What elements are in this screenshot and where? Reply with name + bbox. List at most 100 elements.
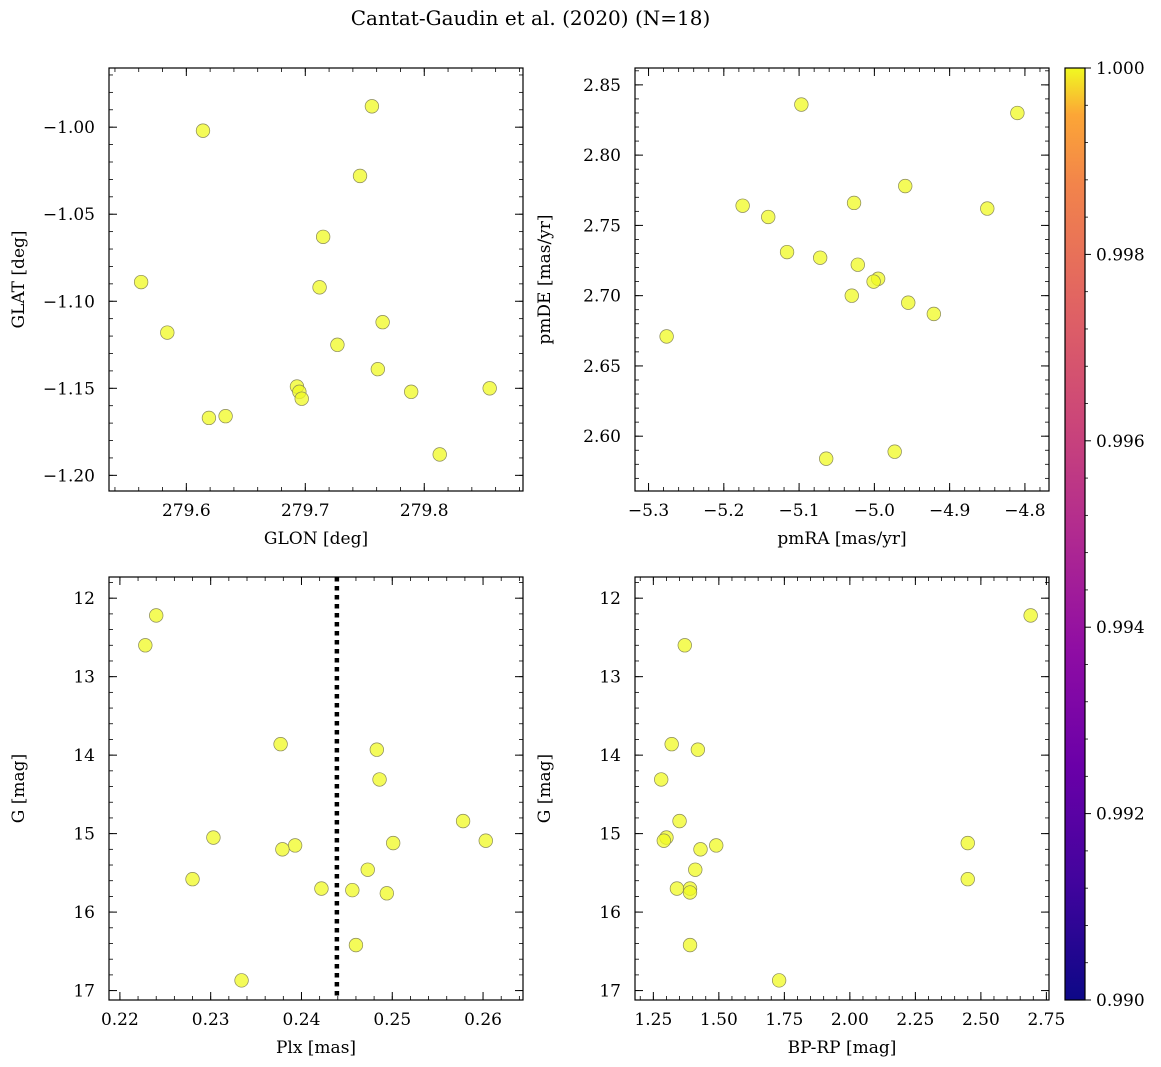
x-tick-label: 2.25 bbox=[896, 1010, 934, 1030]
x-tick-label: 0.25 bbox=[373, 1010, 411, 1030]
data-point bbox=[656, 833, 671, 848]
data-point bbox=[654, 772, 669, 787]
data-point bbox=[672, 813, 687, 829]
y-tick-label: 13 bbox=[73, 668, 95, 688]
colorbar-tick-label: 0.994 bbox=[1096, 618, 1145, 638]
data-point bbox=[960, 835, 975, 851]
data-point bbox=[690, 742, 706, 757]
data-point bbox=[345, 882, 360, 898]
y-tick-label: 2.70 bbox=[583, 287, 621, 307]
data-point bbox=[1023, 608, 1038, 623]
data-point bbox=[844, 288, 859, 303]
y-tick-label: −1.15 bbox=[43, 379, 95, 399]
data-point bbox=[195, 123, 211, 138]
data-point bbox=[369, 742, 384, 757]
data-point bbox=[379, 886, 394, 901]
colorbar-tick-label: 1.000 bbox=[1096, 59, 1145, 79]
data-point bbox=[314, 881, 329, 896]
figure-title: Cantat-Gaudin et al. (2020) (N=18) bbox=[350, 6, 711, 30]
data-point bbox=[149, 608, 164, 623]
data-point bbox=[273, 737, 288, 752]
axes-frame bbox=[108, 67, 524, 492]
data-point bbox=[819, 451, 834, 466]
data-point bbox=[352, 168, 368, 184]
colorbar-tick-label: 0.996 bbox=[1096, 432, 1145, 452]
data-point bbox=[206, 830, 221, 845]
panel-plx-g: 0.22 0.23 0.24 0.25 0.26 12 13 14 15 16 17 Plx [mas… bbox=[9, 576, 524, 1058]
x-tick-label: 0.26 bbox=[464, 1010, 502, 1030]
y-tick-label: 17 bbox=[73, 982, 95, 1002]
data-point bbox=[898, 178, 913, 194]
data-point bbox=[846, 195, 862, 211]
y-tick-label: 17 bbox=[599, 982, 621, 1002]
y-tick-label: −1.05 bbox=[43, 205, 95, 225]
x-tick-label: 279.7 bbox=[281, 501, 330, 521]
colorbar-gradient bbox=[1064, 67, 1086, 1001]
data-point bbox=[794, 97, 809, 112]
axes-frame bbox=[108, 576, 524, 1001]
data-point bbox=[348, 937, 364, 953]
x-axis-label: GLON [deg] bbox=[264, 529, 368, 549]
x-tick-label: 2.75 bbox=[1027, 1010, 1065, 1030]
x-tick-label: 2.50 bbox=[962, 1010, 1000, 1030]
x-tick-label: 0.22 bbox=[101, 1010, 139, 1030]
data-point bbox=[761, 209, 776, 225]
data-point bbox=[360, 862, 375, 877]
data-point bbox=[926, 306, 941, 322]
data-point bbox=[275, 842, 290, 857]
y-tick-label: 14 bbox=[599, 746, 621, 766]
data-point bbox=[185, 871, 200, 887]
data-point bbox=[709, 838, 724, 853]
data-point bbox=[330, 337, 345, 352]
x-tick-label: 2.00 bbox=[831, 1010, 869, 1030]
data-point bbox=[980, 201, 995, 216]
data-point bbox=[372, 772, 387, 787]
x-tick-label: 1.50 bbox=[700, 1010, 738, 1030]
y-tick-label: −1.20 bbox=[43, 466, 95, 486]
colorbar: 0.990 0.992 0.994 0.996 0.998 1.000 bbox=[1064, 59, 1145, 1011]
y-axis-label: G [mag] bbox=[535, 754, 555, 823]
axes-frame bbox=[634, 67, 1050, 492]
y-axis-label: G [mag] bbox=[9, 754, 29, 823]
data-point bbox=[901, 295, 916, 310]
data-point bbox=[887, 444, 902, 459]
x-tick-label: −5.1 bbox=[778, 501, 819, 521]
data-point bbox=[482, 381, 497, 396]
data-point bbox=[312, 280, 327, 295]
x-tick-label: −4.8 bbox=[1004, 501, 1045, 521]
panel-bprp-g: 1.25 1.50 1.75 2.00 2.25 2.50 2.75 12 13 14 15 16 17… bbox=[535, 576, 1065, 1058]
colorbar-tick-label: 0.992 bbox=[1096, 805, 1145, 825]
data-point bbox=[218, 408, 233, 424]
x-tick-label: 279.8 bbox=[400, 501, 449, 521]
y-tick-label: 14 bbox=[73, 746, 95, 766]
panel-pmra-pmde: −5.3 −5.2 −5.1 −5.0 −4.9 −4.8 2.60 2.65 2.70 2.75… bbox=[535, 67, 1050, 549]
data-point bbox=[850, 257, 865, 272]
data-point bbox=[866, 274, 881, 289]
x-axis-label: Plx [mas] bbox=[276, 1038, 356, 1058]
data-point bbox=[771, 973, 787, 988]
data-point bbox=[201, 410, 217, 426]
y-tick-label: 2.60 bbox=[583, 427, 621, 447]
y-tick-label: 15 bbox=[73, 825, 95, 845]
x-tick-label: 0.23 bbox=[192, 1010, 230, 1030]
y-tick-label: 12 bbox=[73, 589, 95, 609]
y-tick-label: 2.85 bbox=[583, 76, 621, 96]
data-point bbox=[478, 833, 493, 848]
data-point bbox=[735, 198, 750, 213]
x-tick-label: −5.2 bbox=[703, 501, 744, 521]
x-axis-label: BP-RP [mag] bbox=[788, 1038, 897, 1058]
y-tick-label: 15 bbox=[599, 825, 621, 845]
data-point bbox=[960, 871, 975, 887]
data-point bbox=[234, 973, 249, 988]
x-tick-label: −4.9 bbox=[929, 501, 970, 521]
data-point bbox=[294, 391, 309, 406]
y-axis-label: pmDE [mas/yr] bbox=[535, 214, 555, 344]
y-tick-label: −1.00 bbox=[43, 118, 95, 138]
data-point bbox=[664, 737, 679, 752]
data-point bbox=[432, 447, 447, 462]
data-point bbox=[693, 842, 708, 857]
data-point bbox=[287, 838, 303, 853]
y-tick-label: 16 bbox=[599, 903, 621, 923]
x-tick-label: −5.0 bbox=[854, 501, 895, 521]
